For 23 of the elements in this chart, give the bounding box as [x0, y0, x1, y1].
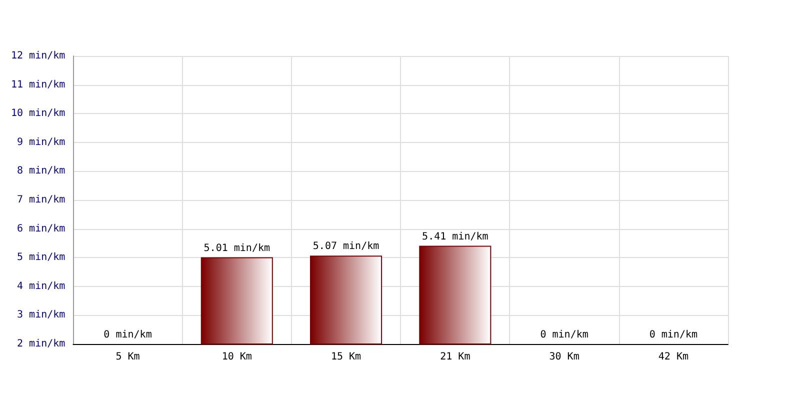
x-tick-label: 15 Km	[330, 352, 362, 362]
text: 0 min/km	[104, 330, 152, 340]
text: 0 min/km	[649, 330, 698, 340]
x-tick-label: 30 Km	[549, 352, 580, 362]
y-tick-label: 7 min/km	[17, 194, 66, 206]
data-label: 5.41 min/km	[422, 231, 488, 242]
y-tick-label: 9 min/km	[17, 136, 66, 148]
y-tick-label: 2 min/km	[17, 338, 66, 350]
x-tick-label: 21 Km	[440, 352, 470, 362]
y-tick-label: 6 min/km	[17, 223, 66, 234]
data-label: 5.01 min/km	[204, 242, 270, 254]
x-tick-label: 5 Km	[116, 352, 140, 362]
y-tick-label: 8 min/km	[17, 166, 66, 177]
x-tick-label: 42 Km	[658, 352, 688, 362]
y-tick-label: 3 min/km	[17, 310, 66, 321]
x-tick-label: 10 Km	[222, 352, 252, 362]
y-tick-label: 12 min/km	[10, 50, 66, 62]
y-tick-label: 5 min/km	[17, 252, 66, 264]
text: 0 min/km	[540, 330, 588, 340]
y-tick-label: 10 min/km	[10, 108, 66, 120]
y-tick-label: 11 min/km	[10, 79, 66, 90]
y-tick-label: 4 min/km	[17, 280, 66, 292]
data-label: 5.07 min/km	[312, 241, 380, 252]
